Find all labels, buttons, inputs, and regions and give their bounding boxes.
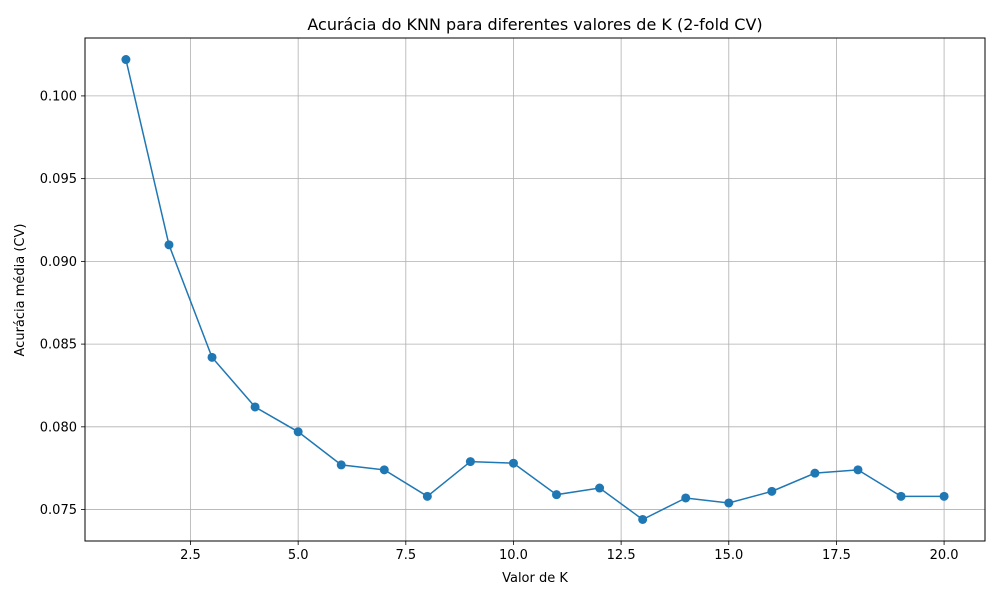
plot-frame [84, 37, 986, 542]
data-point [939, 491, 949, 501]
data-point [810, 468, 820, 478]
y-tick-label: 0.075 [40, 503, 77, 518]
x-tick-label: 10.0 [499, 548, 528, 563]
series-layer [121, 55, 949, 524]
y-tick-label: 0.090 [40, 255, 77, 270]
x-tick-label: 2.5 [180, 548, 201, 563]
data-point [853, 465, 863, 475]
x-axis-label: Valor de K [502, 571, 568, 586]
data-point [250, 402, 260, 412]
data-point [681, 493, 691, 503]
data-point [724, 498, 734, 508]
chart-title: Acurácia do KNN para diferentes valores … [307, 15, 762, 34]
data-point [121, 55, 131, 65]
y-tick-label: 0.080 [40, 420, 77, 435]
data-point [164, 240, 174, 250]
data-point [336, 460, 346, 470]
data-point [508, 458, 518, 468]
y-tick-label: 0.085 [40, 338, 77, 353]
x-axis: 2.5 5.0 7.5 10.0 12.5 15.0 17.5 20.0 [180, 541, 959, 563]
x-tick-label: 17.5 [822, 548, 851, 563]
data-point [379, 465, 389, 475]
data-point [207, 352, 217, 362]
x-tick-label: 5.0 [288, 548, 309, 563]
data-point [896, 491, 906, 501]
x-tick-label: 7.5 [395, 548, 416, 563]
data-point [638, 514, 648, 524]
y-axis: 0.075 0.080 0.085 0.090 0.095 0.100 [40, 89, 85, 518]
data-point [767, 486, 777, 496]
y-tick-label: 0.095 [40, 172, 77, 187]
y-tick-label: 0.100 [40, 89, 77, 104]
series-line [125, 59, 945, 521]
data-point [293, 427, 303, 437]
data-point [465, 457, 475, 467]
data-point [422, 491, 432, 501]
data-point [552, 490, 562, 500]
y-axis-label: Acurácia média (CV) [13, 224, 28, 357]
grid [85, 38, 985, 541]
x-tick-label: 12.5 [607, 548, 636, 563]
data-point [595, 483, 605, 493]
x-tick-label: 15.0 [714, 548, 743, 563]
x-tick-label: 20.0 [930, 548, 959, 563]
